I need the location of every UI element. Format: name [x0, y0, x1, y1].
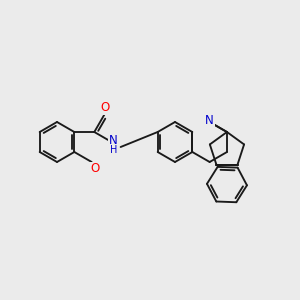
Text: H: H — [110, 145, 117, 155]
Text: N: N — [205, 113, 214, 127]
Text: O: O — [101, 101, 110, 114]
Text: O: O — [90, 163, 99, 176]
Text: N: N — [109, 134, 118, 148]
